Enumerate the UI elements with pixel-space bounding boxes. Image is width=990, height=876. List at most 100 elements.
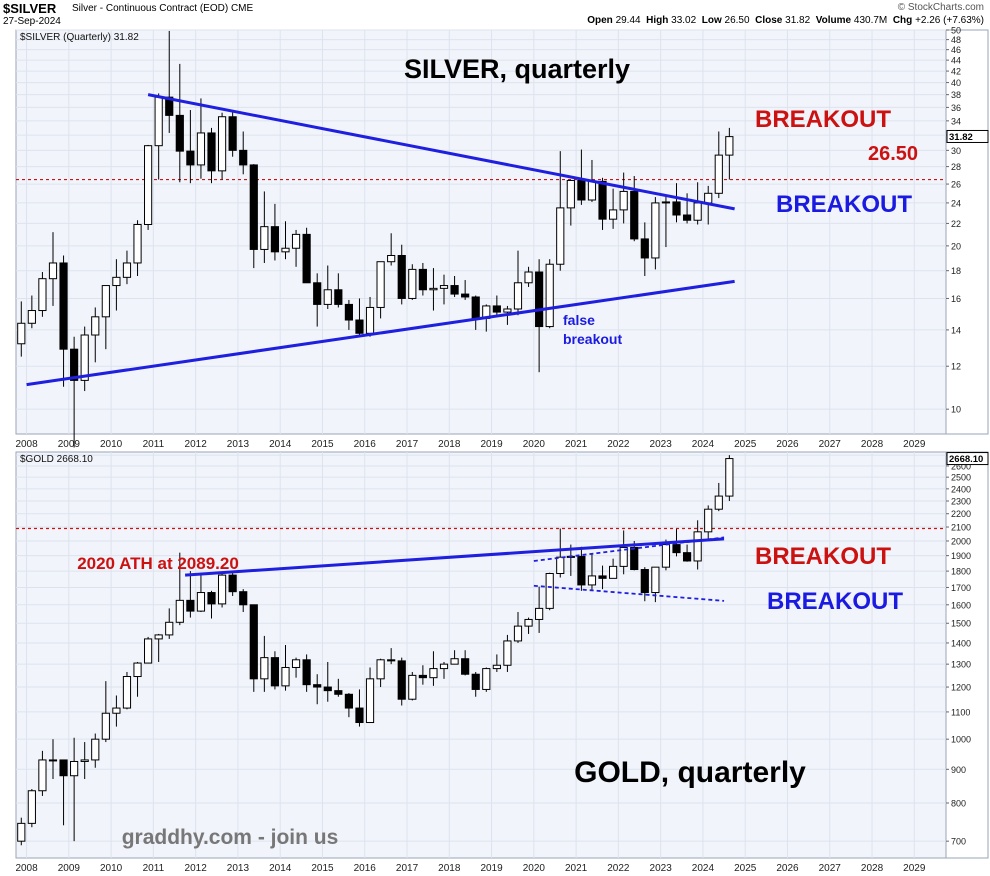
- gold-annotation-breakout-blue: BREAKOUT: [767, 588, 903, 615]
- silver-candle: [122, 250, 132, 285]
- silver-candle-body: [313, 282, 322, 305]
- gold-candle: [513, 612, 523, 643]
- silver-candle: [17, 301, 26, 357]
- silver-candle: [387, 233, 396, 266]
- gold-candle-body: [112, 707, 121, 714]
- silver-candle: [323, 265, 332, 309]
- gold-candle: [439, 661, 449, 679]
- gold-candle: [598, 565, 607, 590]
- gold-candle-body: [725, 458, 734, 497]
- open-label: Open: [587, 15, 613, 26]
- silver-candle-body: [27, 310, 36, 324]
- gold-y-tick-label: 2300: [951, 497, 971, 507]
- silver-candle: [196, 98, 206, 179]
- high-value: 33.02: [671, 15, 697, 26]
- gold-candle: [397, 657, 406, 706]
- silver-candle-body: [91, 316, 100, 336]
- silver-candle-body: [682, 214, 692, 221]
- silver-candle-body: [239, 149, 248, 166]
- gold-y-tick-label: 1800: [951, 567, 971, 577]
- gold-candle-body: [461, 658, 470, 675]
- silver-y-tick-label: 20: [951, 241, 961, 251]
- gold-y-tick-label: 800: [951, 798, 966, 808]
- silver-candle-body: [70, 348, 79, 381]
- gold-x-tick-label: 2020: [523, 863, 546, 874]
- gold-candle: [91, 733, 100, 768]
- silver-candle-body: [133, 223, 142, 264]
- gold-candle-body: [513, 625, 523, 642]
- silver-x-tick-label: 2015: [311, 439, 334, 450]
- silver-candle-body: [693, 202, 702, 221]
- gold-candle-body: [450, 658, 459, 665]
- silver-candle-body: [672, 201, 681, 216]
- gold-x-tick-label: 2008: [15, 863, 38, 874]
- silver-candle: [344, 299, 353, 330]
- gold-candle: [59, 759, 68, 826]
- silver-x-tick-label: 2011: [143, 439, 165, 450]
- gold-candle-body: [439, 663, 449, 670]
- gold-x-tick-label: 2027: [819, 863, 842, 874]
- gold-candle-body: [122, 676, 132, 709]
- gold-candle: [313, 674, 322, 705]
- silver-candle: [598, 177, 607, 230]
- silver-candle-body: [492, 305, 501, 313]
- gold-x-tick-label: 2029: [903, 863, 926, 874]
- gold-candle-body: [397, 660, 406, 700]
- gold-y-tick-label: 1700: [951, 583, 971, 593]
- silver-y-tick-label: 48: [951, 35, 961, 45]
- silver-candle: [80, 326, 89, 392]
- gold-y-tick-label: 1900: [951, 551, 971, 561]
- gold-y-tick-label: 1100: [951, 707, 970, 717]
- silver-candle: [609, 188, 618, 229]
- silver-candle-body: [566, 179, 575, 209]
- gold-candle-body: [291, 659, 301, 668]
- gold-x-tick-label: 2015: [311, 863, 334, 874]
- gold-x-tick-label: 2017: [396, 863, 419, 874]
- silver-candle-body: [334, 289, 343, 305]
- silver-candle-body: [714, 154, 723, 194]
- silver-candle-body: [207, 132, 216, 172]
- silver-x-tick-label: 2013: [227, 439, 250, 450]
- silver-candle-body: [270, 226, 280, 253]
- gold-candle: [196, 572, 206, 613]
- silver-candle: [725, 127, 734, 180]
- silver-x-tick-label: 2019: [480, 439, 503, 450]
- gold-candle-body: [714, 495, 723, 510]
- silver-y-tick-label: 46: [951, 45, 961, 55]
- gold-candle: [714, 482, 723, 512]
- gold-candle: [48, 739, 58, 780]
- gold-candle-body: [70, 760, 79, 777]
- gold-candle-body: [38, 759, 47, 792]
- gold-x-tick-label: 2011: [143, 863, 165, 874]
- silver-candle-body: [524, 271, 533, 284]
- gold-y-tick-label: 2500: [951, 473, 971, 483]
- gold-candle: [503, 634, 512, 672]
- gold-candle-body: [471, 673, 480, 690]
- silver-candle-body: [122, 262, 132, 278]
- silver-candle: [281, 221, 290, 260]
- silver-candle: [186, 110, 195, 184]
- gold-candle: [323, 661, 332, 702]
- gold-candle-body: [535, 607, 544, 620]
- gold-candle-body: [270, 657, 280, 687]
- silver-candle-body: [651, 202, 660, 259]
- gold-candle-body: [630, 546, 639, 571]
- gold-x-tick-label: 2024: [692, 863, 715, 874]
- gold-y-tick-label: 1000: [951, 735, 971, 745]
- silver-candle: [408, 264, 417, 300]
- gold-x-tick-label: 2022: [607, 863, 630, 874]
- gold-x-tick-label: 2012: [185, 863, 208, 874]
- gold-candle: [302, 654, 311, 692]
- gold-y-tick-label: 1200: [951, 683, 971, 693]
- close-label: Close: [755, 15, 783, 26]
- gold-candle: [27, 789, 36, 828]
- gold-candle: [249, 604, 258, 692]
- silver-candle: [418, 262, 427, 296]
- gold-candle: [165, 608, 174, 639]
- gold-x-tick-label: 2014: [269, 863, 292, 874]
- silver-y-tick-label: 28: [951, 162, 961, 172]
- gold-x-tick-label: 2028: [861, 863, 884, 874]
- gold-candle-body: [17, 822, 26, 842]
- gold-y-tick-label: 2400: [951, 484, 971, 494]
- gold-candle-body: [577, 555, 586, 586]
